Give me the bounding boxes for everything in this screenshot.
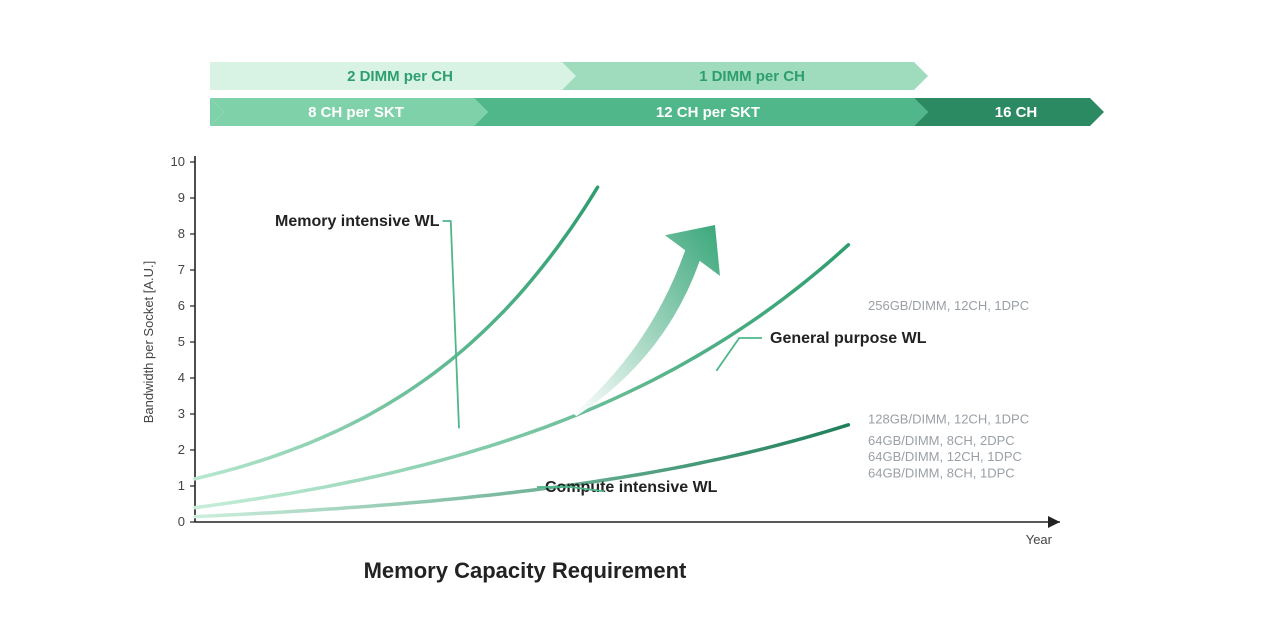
x-axis-label: Year: [1026, 532, 1053, 547]
ytick-label: 8: [178, 226, 185, 241]
ytick-label: 3: [178, 406, 185, 421]
series-label-general: General purpose WL: [770, 330, 927, 347]
chart-labels: Memory intensive WLGeneral purpose WLCom…: [275, 213, 927, 496]
chart-title: Memory Capacity Requirement: [364, 558, 687, 583]
ytick-label: 6: [178, 298, 185, 313]
series-label-memory: Memory intensive WL: [275, 213, 440, 230]
timeline-segment-label: 1 DIMM per CH: [699, 68, 805, 85]
side-annotation: 256GB/DIMM, 12CH, 1DPC: [868, 298, 1029, 313]
side-annotation: 64GB/DIMM, 8CH, 1DPC: [868, 465, 1015, 480]
ytick-label: 5: [178, 334, 185, 349]
chart-curves: [195, 187, 848, 516]
config-timeline-bars: 2 DIMM per CH 1 DIMM per CH 8 CH per SKT 12…: [210, 62, 1104, 126]
timeline-segment-label: 16 CH: [995, 104, 1038, 121]
side-annotation: 64GB/DIMM, 12CH, 1DPC: [868, 449, 1022, 464]
timeline-segment-label: 12 CH per SKT: [656, 104, 760, 121]
y-axis-label: Bandwidth per Socket [A.U.]: [141, 261, 156, 424]
side-annotation: 64GB/DIMM, 8CH, 2DPC: [868, 433, 1015, 448]
leader-line: [716, 338, 762, 371]
ytick-label: 10: [171, 154, 185, 169]
curve-compute-intensive: [195, 425, 848, 517]
ytick-label: 7: [178, 262, 185, 277]
side-annotation: 128GB/DIMM, 12CH, 1DPC: [868, 411, 1029, 426]
ytick-label: 1: [178, 478, 185, 493]
curve-memory-intensive: [195, 187, 598, 479]
curve-general-purpose: [195, 245, 848, 508]
side-annotations: 256GB/DIMM, 12CH, 1DPC 128GB/DIMM, 12CH, …: [868, 298, 1029, 480]
timeline-segment-label: 8 CH per SKT: [308, 104, 404, 121]
ytick-label: 9: [178, 190, 185, 205]
ytick-label: 4: [178, 370, 185, 385]
ytick-label: 2: [178, 442, 185, 457]
trend-arrow-icon: [574, 225, 720, 416]
ytick-label: 0: [178, 514, 185, 529]
leader-line: [443, 221, 460, 428]
timeline-segment-label: 2 DIMM per CH: [347, 68, 453, 85]
trend-arrow: [574, 225, 720, 416]
